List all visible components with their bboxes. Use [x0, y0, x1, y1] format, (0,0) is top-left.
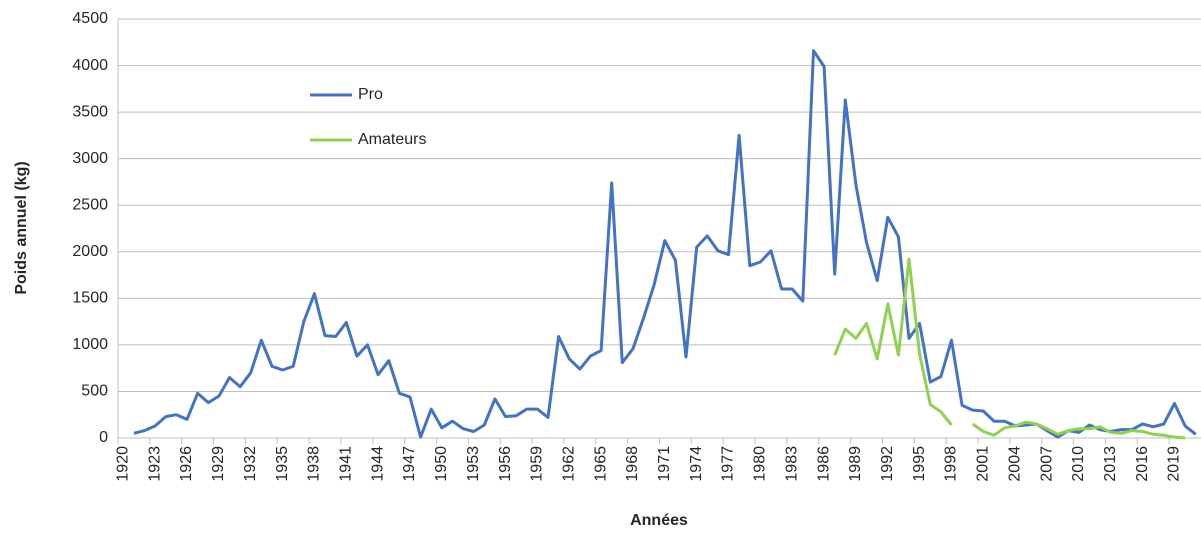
x-tick-label: 1938 [306, 446, 323, 482]
x-tick-label: 1977 [720, 446, 737, 482]
x-tick-label: 2010 [1070, 446, 1087, 482]
x-tick-label: 1920 [115, 446, 132, 482]
y-axis-title: Poids annuel (kg) [13, 161, 30, 294]
x-tick-label: 1989 [847, 446, 864, 482]
x-tick-label: 1932 [242, 446, 259, 482]
x-tick-label: 1968 [624, 446, 641, 482]
x-tick-label: 1992 [879, 446, 896, 482]
x-tick-label: 1956 [497, 446, 514, 482]
legend-label: Amateurs [358, 131, 426, 148]
x-tick-label: 1926 [178, 446, 195, 482]
y-tick-label: 3000 [72, 150, 108, 167]
y-tick-label: 4500 [72, 10, 108, 27]
x-tick-label: 1962 [560, 446, 577, 482]
y-tick-label: 1500 [72, 290, 108, 307]
x-axis-title: Années [630, 512, 688, 529]
x-tick-label: 2013 [1102, 446, 1119, 482]
x-tick-label: 2019 [1166, 446, 1183, 482]
x-tick-label: 1974 [688, 446, 705, 482]
x-tick-label: 1929 [210, 446, 227, 482]
x-tick-label: 1923 [146, 446, 163, 482]
x-tick-label: 1941 [337, 446, 354, 482]
y-tick-label: 500 [81, 383, 108, 400]
x-tick-label: 1986 [815, 446, 832, 482]
x-tick-label: 2004 [1006, 446, 1023, 482]
x-tick-label: 1944 [369, 446, 386, 482]
x-tick-label: 1953 [465, 446, 482, 482]
x-tick-label: 1980 [752, 446, 769, 482]
y-tick-label: 0 [99, 429, 108, 446]
series-line [833, 257, 1186, 440]
x-tick-label: 1998 [943, 446, 960, 482]
y-tick-label: 2500 [72, 196, 108, 213]
x-tick-label: 1983 [783, 446, 800, 482]
y-tick-label: 4000 [72, 57, 108, 74]
x-tick-label: 2016 [1134, 446, 1151, 482]
x-tick-label: 2007 [1038, 446, 1055, 482]
x-tick-label: 1950 [433, 446, 450, 482]
x-tick-label: 1965 [592, 446, 609, 482]
series-line [133, 49, 1197, 439]
legend-label: Pro [358, 86, 383, 103]
y-tick-label: 1000 [72, 336, 108, 353]
x-tick-label: 2001 [975, 446, 992, 482]
y-tick-label: 2000 [72, 243, 108, 260]
x-tick-label: 1995 [911, 446, 928, 482]
x-tick-label: 1959 [529, 446, 546, 482]
y-tick-label: 3500 [72, 103, 108, 120]
x-tick-label: 1971 [656, 446, 673, 482]
x-tick-label: 1947 [401, 446, 418, 482]
x-tick-label: 1935 [274, 446, 291, 482]
